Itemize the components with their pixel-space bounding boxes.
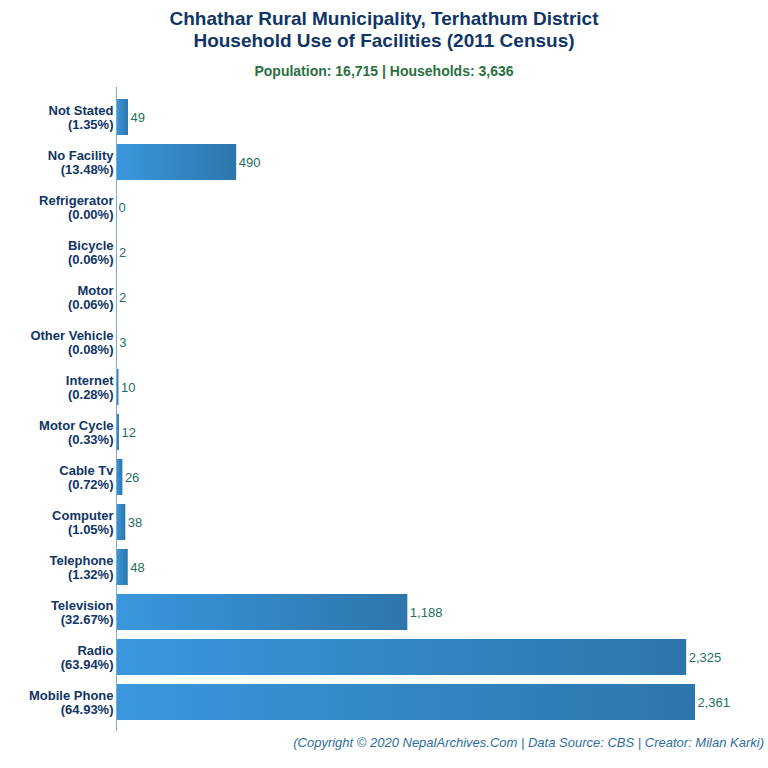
html-text:(Copyright © 2020 NepalArchive: (Copyright © 2020 NepalArchives.Com | Da…	[293, 735, 764, 750]
svg-text:Internet(0.28%): Internet(0.28%)	[66, 373, 114, 402]
svg-text:490: 490	[239, 155, 261, 170]
svg-text:2,361: 2,361	[698, 695, 731, 710]
svg-text:Not Stated(1.35%): Not Stated(1.35%)	[49, 103, 114, 132]
svg-text:Motor Cycle(0.33%): Motor Cycle(0.33%)	[39, 418, 113, 447]
svg-text:Telephone(1.32%): Telephone(1.32%)	[49, 553, 113, 582]
svg-text:10: 10	[121, 380, 135, 395]
svg-text:1,188: 1,188	[410, 605, 443, 620]
svg-text:0: 0	[119, 200, 126, 215]
svg-text:Refrigerator(0.00%): Refrigerator(0.00%)	[39, 193, 113, 222]
svg-text:Computer(1.05%): Computer(1.05%)	[52, 508, 113, 537]
svg-text:49: 49	[131, 110, 145, 125]
svg-text:38: 38	[128, 515, 142, 530]
svg-text:Radio(63.94%): Radio(63.94%)	[61, 643, 114, 672]
svg-text:Motor(0.06%): Motor(0.06%)	[68, 283, 114, 312]
svg-text:12: 12	[121, 425, 135, 440]
html-text:Chhathar Rural Municipality, T: Chhathar Rural Municipality, Terhathum D…	[169, 8, 599, 51]
svg-text:3: 3	[119, 335, 126, 350]
svg-text:2: 2	[119, 290, 126, 305]
html-text:Population: 16,715 | Household: Population: 16,715 | Households: 3,636	[254, 63, 514, 79]
svg-text:48: 48	[130, 560, 144, 575]
svg-text:No Facility(13.48%): No Facility(13.48%)	[48, 148, 115, 177]
svg-text:Mobile Phone(64.93%): Mobile Phone(64.93%)	[29, 688, 114, 717]
svg-text:Bicycle(0.06%): Bicycle(0.06%)	[68, 238, 114, 267]
svg-text:2,325: 2,325	[689, 650, 722, 665]
svg-text:Cable Tv(0.72%): Cable Tv(0.72%)	[59, 463, 114, 492]
svg-text:Other Vehicle(0.08%): Other Vehicle(0.08%)	[30, 328, 113, 357]
svg-text:Television(32.67%): Television(32.67%)	[51, 598, 114, 627]
svg-text:2: 2	[119, 245, 126, 260]
svg-text:26: 26	[125, 470, 139, 485]
